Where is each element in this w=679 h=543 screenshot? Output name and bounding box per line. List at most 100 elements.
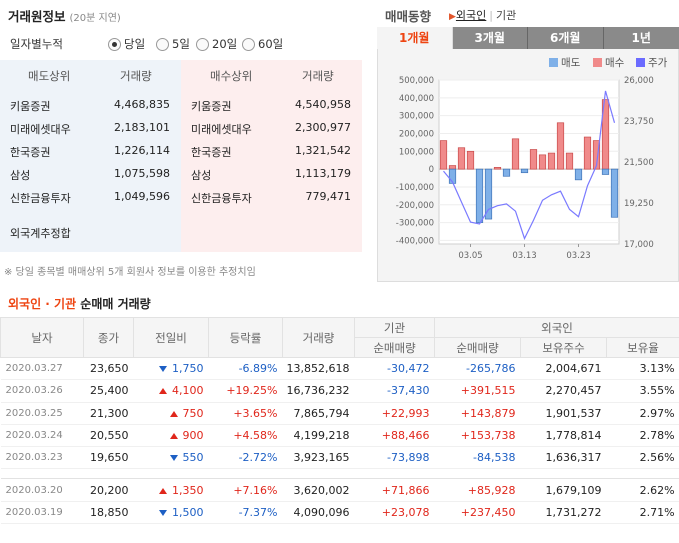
header-volume: 거래량 [282,317,355,358]
close-cell: 18,850 [83,501,134,525]
period-tabs: 1개월 3개월 6개월 1년 [377,27,679,49]
date-cell: 2020.03.25 [0,402,84,425]
buy-bar [592,140,601,170]
toggle-foreign[interactable]: 외국인 [455,9,487,22]
sell-broker-name: 미래에셋대우 [10,123,71,136]
volume-cell: 3,923,165 [282,446,355,470]
radio-icon [196,37,209,51]
buy-broker-volume: 2,300,977 [295,121,351,134]
buy-bar [466,150,475,170]
netbuy-title-rest: 순매매 거래량 [76,297,151,311]
buy-broker-volume: 779,471 [305,190,352,203]
period-radio-label: 당일 [124,37,146,51]
x-tick-label: 03.13 [512,251,536,261]
buy-bar [556,122,565,170]
period-radio-60d[interactable]: 60일 [242,35,283,53]
buy-broker-volume: 1,113,179 [295,167,351,180]
period-radio-label: 20일 [212,37,238,51]
volume-cell: 16,736,232 [282,379,355,403]
sell-bar [502,168,511,177]
header-close: 종가 [83,317,134,358]
change-value: 900 [182,429,204,443]
rate-cell: +4.58% [208,424,283,448]
y-tick-label-left: 100,000 [399,147,434,157]
change-value: 1,750 [172,362,204,376]
foreign-net-cell: -84,538 [434,446,521,470]
buy-bar [565,152,574,170]
header-institution-group: 기관 [354,317,435,338]
table-row: 2020.03.24 20,550 900 +4.58% 4,199,218 +88,46… [0,424,679,448]
table-row: 2020.03.26 25,400 4,100 +19.25% 16,736,232 -3… [0,379,679,403]
header-foreign-net: 순매매량 [434,337,521,358]
sell-broker-name: 키움증권 [10,100,51,113]
period-radio-20d[interactable]: 20일 [196,35,237,53]
tab-1-year[interactable]: 1년 [603,27,679,49]
foreign-net-cell: +391,515 [434,379,521,403]
legend-label: 주가 [648,57,668,69]
arrow-up-icon [169,433,178,440]
date-cell: 2020.03.27 [0,357,84,381]
institution-net-cell: +71,866 [354,478,435,502]
legend-label: 매수 [605,57,625,69]
header-foreign-ratio: 보유율 [605,337,679,358]
period-radio-5d[interactable]: 5일 [156,35,190,53]
rate-cell: -2.72% [208,446,283,470]
institution-net-cell: +23,078 [354,501,435,525]
change-cell: 750 [133,402,209,425]
header-change: 전일비 [133,317,209,358]
sell-broker-volume: 2,183,101 [114,121,170,134]
sell-bar [484,168,493,220]
buy-bar [439,140,448,170]
toggle-institution[interactable]: 기관 [496,9,517,22]
volume-cell: 3,620,002 [282,478,355,502]
sell-bar [520,168,529,174]
radio-selected-icon [108,37,121,51]
institution-net-cell: -73,898 [354,446,435,470]
close-cell: 25,400 [83,379,134,403]
broker-info-title-text: 거래원정보 [8,9,66,24]
close-cell: 20,200 [83,478,134,502]
change-cell: 1,500 [133,501,209,525]
trend-chart: 500,000 400,000 300,000 200,000 100,000 0 -100… [396,76,654,261]
volume-cell: 4,090,096 [282,501,355,525]
buy-broker-volume: 1,321,542 [295,144,351,157]
buy-bar [583,136,592,170]
tab-1-month[interactable]: 1개월 [377,27,453,49]
table-row: 2020.03.25 21,300 750 +3.65% 7,865,794 +22,99… [0,402,679,425]
tab-6-months[interactable]: 6개월 [528,27,604,49]
change-value: 550 [182,451,204,465]
foreign-shares-cell: 1,679,109 [520,478,607,502]
buy-broker-name: 미래에셋대우 [191,123,252,136]
foreign-ratio-cell: 2.62% [606,478,679,502]
rate-cell: +19.25% [208,379,283,403]
legend-buy: 매수 [593,55,624,70]
foreign-shares-cell: 2,270,457 [520,379,607,403]
header-date: 날자 [0,317,84,358]
arrow-up-icon [159,388,167,395]
broker-table: 매도상위 거래량 매수상위 거래량 키움증권 4,468,835 미래에셋대우 … [0,60,362,252]
foreign-ratio-cell: 2.97% [606,402,679,425]
institution-net-cell: -30,472 [354,357,435,381]
header-foreign-shares: 보유주수 [520,337,607,358]
buy-bar [538,154,547,170]
sell-broker-name: 삼성 [10,169,31,182]
price-line [443,90,616,241]
change-value: 4,100 [172,384,204,398]
change-cell: 4,100 [133,379,209,403]
y-tick-label-left: -200,000 [396,201,434,211]
buy-broker-name: 신한금융투자 [191,192,252,205]
date-cell: 2020.03.24 [0,424,84,448]
y-tick-label-right: 26,000 [624,76,654,86]
tab-3-months[interactable]: 3개월 [452,27,528,49]
buy-bar [511,138,520,170]
period-radio-today[interactable]: 당일 [108,35,145,53]
volume-cell: 7,865,794 [282,402,355,425]
buy-broker-name: 삼성 [191,169,212,182]
legend-swatch [636,58,645,67]
netbuy-table-body: 2020.03.27 23,650 1,750 -6.89% 13,852,618 -30… [0,357,679,525]
sell-bar [601,168,610,175]
daily-cumulative-label: 일자별누적 [10,37,63,51]
foreign-net-cell: +85,928 [434,478,521,502]
buy-rank-header: 매수상위 [210,69,253,83]
foreign-net-cell: +153,738 [434,424,521,448]
